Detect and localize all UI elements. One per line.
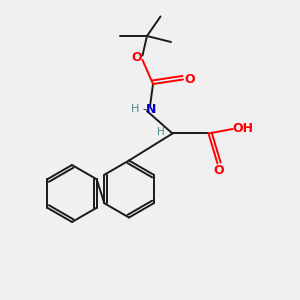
Text: O: O: [184, 73, 195, 86]
Text: N: N: [146, 103, 157, 116]
Text: -: -: [143, 104, 147, 115]
Text: O: O: [214, 164, 224, 178]
Text: O: O: [131, 51, 142, 64]
Text: H: H: [157, 127, 164, 137]
Text: H: H: [131, 104, 139, 115]
Text: OH: OH: [232, 122, 254, 135]
